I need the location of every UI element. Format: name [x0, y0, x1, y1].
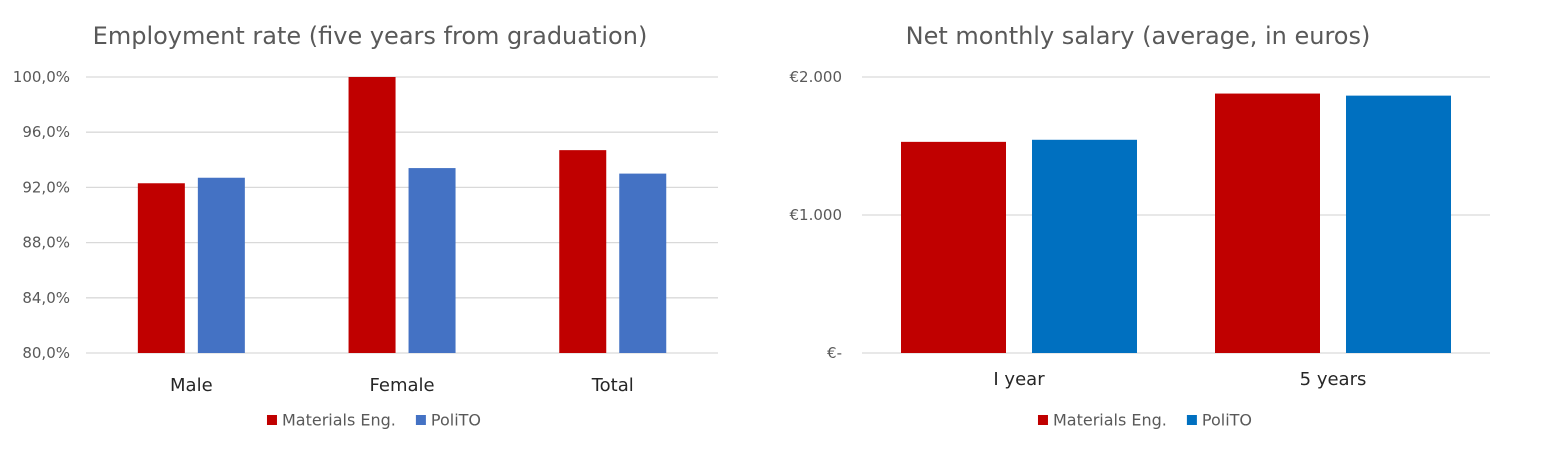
bars — [901, 93, 1451, 353]
bar-materials-eng-5-years — [1215, 93, 1320, 353]
y-axis-tick-labels: €- €1.000 €2.000 — [790, 68, 843, 362]
legend: Materials Eng. PoliTO — [266, 411, 481, 430]
legend-item-polito: PoliTO — [1186, 411, 1252, 430]
bar-materials-eng-i-year — [901, 141, 1006, 353]
chart-title: Employment rate (five years from graduat… — [93, 22, 648, 50]
legend-label: Materials Eng. — [282, 411, 396, 430]
bar-materials-eng-total — [559, 150, 607, 353]
x-category-label: I year — [993, 369, 1045, 390]
bar-polito-female — [408, 168, 456, 353]
y-tick-label: 88,0% — [22, 234, 70, 252]
bar-materials-eng-female — [348, 77, 396, 353]
y-tick-label: 84,0% — [22, 289, 70, 307]
legend-item-materials-eng: Materials Eng. — [1037, 411, 1167, 430]
x-category-label: Female — [370, 375, 435, 396]
x-category-label: Total — [591, 375, 634, 396]
legend-swatch — [1037, 415, 1048, 425]
legend-swatch — [1186, 415, 1197, 425]
y-tick-label: 100,0% — [13, 68, 70, 86]
y-tick-label: €2.000 — [790, 68, 843, 86]
y-tick-label: €- — [827, 344, 842, 362]
y-tick-label: 80,0% — [22, 344, 70, 362]
chart-title: Net monthly salary (average, in euros) — [906, 22, 1371, 50]
net-salary-chart: Net monthly salary (average, in euros) €… — [790, 22, 1490, 430]
bar-polito-total — [619, 173, 667, 353]
bar-polito-5-years — [1346, 95, 1451, 353]
legend-swatch — [415, 415, 426, 425]
legend: Materials Eng. PoliTO — [1037, 411, 1252, 430]
legend-label: Materials Eng. — [1053, 411, 1167, 430]
y-gridlines — [86, 76, 718, 354]
x-category-label: 5 years — [1300, 369, 1367, 390]
y-tick-label: 96,0% — [22, 123, 70, 141]
bar-materials-eng-male — [137, 183, 185, 353]
y-tick-label: €1.000 — [790, 206, 843, 224]
bar-polito-i-year — [1032, 139, 1137, 353]
bars — [137, 77, 667, 353]
legend-item-polito: PoliTO — [415, 411, 481, 430]
legend-label: PoliTO — [431, 411, 481, 430]
y-axis-tick-labels: 80,0% 84,0% 88,0% 92,0% 96,0% 100,0% — [13, 68, 70, 362]
x-axis-category-labels: I year 5 years — [993, 369, 1366, 390]
x-category-label: Male — [170, 375, 213, 396]
x-axis-category-labels: Male Female Total — [170, 375, 634, 396]
legend-item-materials-eng: Materials Eng. — [266, 411, 396, 430]
legend-swatch — [266, 415, 277, 425]
legend-label: PoliTO — [1202, 411, 1252, 430]
y-tick-label: 92,0% — [22, 178, 70, 196]
employment-rate-chart: Employment rate (five years from graduat… — [13, 22, 718, 430]
bar-polito-male — [197, 177, 245, 353]
